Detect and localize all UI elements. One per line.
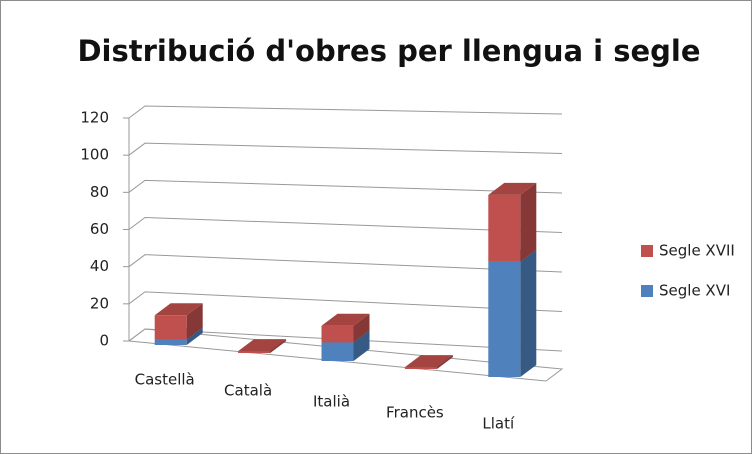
bar-side (186, 327, 203, 345)
y-tick-label: 60 (90, 220, 109, 238)
bar-segment (488, 249, 537, 377)
bar-top (321, 313, 370, 326)
bar (154, 315, 187, 340)
grid-line (128, 291, 563, 312)
y-tick-label: 120 (80, 109, 109, 127)
bar-segment (238, 339, 287, 353)
y-tick-label: 100 (80, 146, 109, 164)
bar-top (404, 355, 453, 368)
bar-side (353, 330, 370, 361)
bar-segment (488, 182, 537, 262)
bar (488, 261, 521, 377)
grid-line (128, 328, 563, 352)
bar (321, 325, 354, 343)
bar-side (270, 339, 287, 353)
bar-side (520, 249, 537, 377)
bar (404, 367, 437, 369)
x-tick-label: Francès (386, 404, 444, 422)
bar-side (353, 313, 370, 343)
chart-title: Distribució d'obres per llengua i segle (77, 34, 700, 68)
x-tick-label: Català (224, 382, 272, 400)
bar-top (154, 303, 203, 316)
grid-line (128, 105, 563, 119)
y-tick-label: 80 (90, 183, 109, 201)
bar-top (488, 182, 537, 195)
grid-line (128, 216, 563, 233)
bar-segment (404, 355, 453, 369)
bar (238, 351, 271, 353)
legend-label: Segle XVI (659, 282, 730, 300)
x-tick-label: Castellà (135, 371, 195, 389)
bar-segment (154, 303, 203, 340)
bar-side (520, 182, 537, 262)
legend-swatch (641, 245, 653, 257)
legend-label: Segle XVII (659, 242, 735, 260)
grid-line (128, 142, 563, 156)
y-tick-label: 20 (90, 294, 109, 312)
legend-swatch (641, 285, 653, 297)
bar (488, 194, 521, 262)
bar-side (186, 303, 203, 340)
bar (154, 339, 187, 345)
grid-line (128, 179, 563, 194)
bar-top (238, 339, 287, 352)
bar-segment (321, 313, 370, 343)
x-tick-label: Llatí (482, 415, 515, 433)
bar-side (436, 355, 453, 369)
y-tick-label: 40 (90, 257, 109, 275)
bar (321, 342, 354, 361)
grid-line (128, 254, 563, 273)
y-tick-label: 0 (99, 332, 109, 350)
x-tick-label: Italià (313, 393, 350, 411)
